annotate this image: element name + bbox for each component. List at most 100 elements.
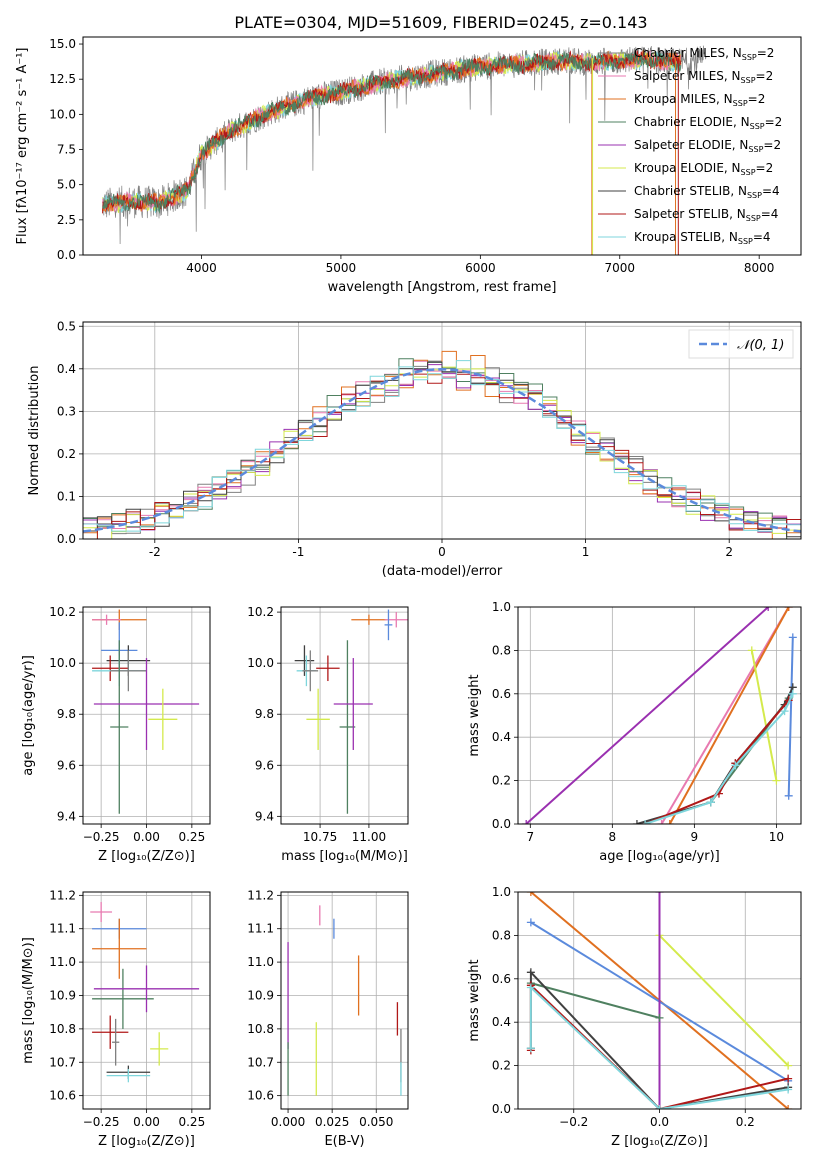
histogram-kroupa-stelib — [83, 360, 801, 532]
legend-entry: Kroupa ELODIE, NSSP=2 — [634, 161, 773, 177]
x-axis-label: Z [log₁₀(Z/Z⊙)] — [98, 849, 195, 864]
axes-frame — [82, 891, 211, 1110]
mass-weight-marker — [641, 820, 650, 824]
y-tick-label: 0.0 — [57, 532, 76, 546]
x-tick-label: -2 — [149, 545, 161, 559]
mass-weight-marker — [526, 983, 535, 992]
panel-spectrum: 4000 5000 6000 7000 8000 0.0 2.5 5.0 7.5 10.0 12.5… — [15, 36, 802, 295]
error-bar-point — [92, 968, 154, 1029]
plot-area — [90, 902, 200, 1083]
panel-age-vs-Z: −0.25 0.00 0.25 9.4 9.6 9.8 10.0 10.2 Z [log₁₀(Z… — [21, 605, 211, 864]
y-tick-label: 5.0 — [57, 178, 76, 192]
mass-weight-marker — [655, 1013, 664, 1022]
mass-weight-marker — [632, 820, 641, 824]
error-bar-point — [333, 658, 373, 750]
y-tick-label: 7.5 — [57, 143, 76, 157]
x-tick-label: 11.00 — [352, 830, 386, 844]
y-tick-label: 0.8 — [492, 643, 511, 657]
mass-weight-marker — [731, 761, 740, 770]
mass-weight-marker — [665, 820, 674, 824]
mass-weight-marker — [655, 1105, 664, 1109]
y-tick-label: 10.7 — [49, 1055, 76, 1069]
y-tick-label: 0.0 — [57, 248, 76, 262]
x-axis-label: age [log₁₀(age/yr)] — [599, 849, 720, 864]
y-tick-label: 0.6 — [492, 972, 511, 986]
y-axis-label: mass [log₁₀(M/M⊙)] — [21, 937, 36, 1064]
x-tick-label: 8000 — [744, 261, 775, 275]
mass-weight-marker — [784, 1061, 793, 1070]
y-tick-label: 9.8 — [57, 707, 76, 721]
x-tick-label: 7000 — [604, 261, 635, 275]
x-tick-label: 0.00 — [133, 1115, 160, 1129]
axes-frame — [82, 36, 802, 256]
y-tick-label: 9.8 — [255, 707, 274, 721]
y-tick-label: 0.4 — [492, 1015, 511, 1029]
y-tick-label: 0.2 — [492, 774, 511, 788]
x-tick-label: 0.000 — [271, 1115, 305, 1129]
error-bar-point — [148, 688, 178, 750]
error-bar-point — [106, 1068, 151, 1083]
panel-mass-vs-Z: −0.25 0.00 0.25 10.6 10.7 10.8 10.9 11.0 11.1 11.… — [21, 888, 211, 1149]
y-axis-label: Normed distribution — [27, 366, 42, 496]
spectrum-plot-area — [102, 45, 707, 255]
y-tick-label: 0.4 — [57, 362, 76, 376]
mass-weight-line — [530, 982, 660, 1019]
axes-frame — [280, 891, 409, 1110]
x-tick-label: 8 — [609, 830, 617, 844]
mass-weight-marker — [784, 1074, 793, 1083]
y-axis-label: mass weight — [467, 959, 482, 1041]
y-tick-label: 0.8 — [492, 928, 511, 942]
legend-entry: Chabrier ELODIE, NSSP=2 — [634, 115, 782, 131]
axes-frame — [517, 891, 802, 1110]
x-tick-label: 0.2 — [736, 1115, 755, 1129]
mass-weight-marker — [784, 791, 793, 800]
y-tick-label: 0.3 — [57, 404, 76, 418]
plot-area — [526, 892, 793, 1109]
x-tick-label: 2 — [725, 545, 733, 559]
legend-entry: Salpeter ELODIE, NSSP=2 — [634, 138, 781, 154]
x-tick-label: 9 — [691, 830, 699, 844]
error-bar-point — [92, 1015, 129, 1049]
histogram-chabrier-stelib — [83, 361, 801, 538]
legend-entry: 𝒩(0, 1) — [737, 338, 784, 353]
y-tick-label: 15.0 — [49, 37, 76, 51]
axes-frame — [82, 606, 211, 825]
y-tick-label: 11.0 — [49, 955, 76, 969]
y-tick-label: 0.0 — [492, 817, 511, 831]
mass-weight-marker — [747, 646, 756, 655]
panel-mass-weight-vs-age: 7 8 9 10 0.0 0.2 0.4 0.6 0.8 1.0 age [log₁₀(age/yr… — [467, 600, 802, 864]
x-tick-label: 0 — [438, 545, 446, 559]
mass-weight-marker — [655, 892, 664, 896]
error-bar-point — [112, 1018, 120, 1066]
residual-plot-area — [83, 350, 801, 539]
x-tick-label: 0.0 — [650, 1115, 669, 1129]
mass-weight-line — [750, 650, 778, 781]
plot-area — [287, 905, 402, 1096]
x-tick-label: 0.25 — [178, 830, 205, 844]
error-bar-point — [339, 640, 356, 814]
y-tick-label: 9.6 — [255, 758, 274, 772]
error-bar-point — [302, 650, 319, 692]
x-tick-label: 1 — [582, 545, 590, 559]
x-tick-label: 5000 — [326, 261, 357, 275]
x-tick-label: −0.25 — [83, 830, 120, 844]
legend: Chabrier MILES, NSSP=2 Salpeter MILES, NS… — [598, 46, 782, 246]
y-tick-label: 0.0 — [492, 1102, 511, 1116]
mass-weight-marker — [706, 798, 715, 807]
error-bar-point — [92, 614, 122, 625]
y-tick-label: 1.0 — [492, 600, 511, 614]
panel-residuals: -2 -1 0 1 2 0.0 0.1 0.2 0.3 0.4 0.5 (data-model)/er… — [27, 319, 802, 579]
x-tick-label: 4000 — [186, 261, 217, 275]
mass-weight-marker — [788, 633, 797, 642]
y-tick-label: 10.8 — [247, 1022, 274, 1036]
y-tick-label: 10.6 — [247, 1089, 274, 1103]
y-tick-label: 12.5 — [49, 72, 76, 86]
mass-weight-marker — [657, 820, 666, 824]
y-tick-label: 1.0 — [492, 885, 511, 899]
error-bar-point — [316, 655, 340, 682]
x-tick-label: -1 — [292, 545, 304, 559]
error-bar-point — [93, 965, 200, 1013]
axes-frame — [280, 606, 409, 825]
panel-mass-weight-vs-Z: −0.2 0.0 0.2 0.0 0.2 0.4 0.6 0.8 1.0 Z [log₁₀(Z/Z… — [467, 885, 802, 1149]
